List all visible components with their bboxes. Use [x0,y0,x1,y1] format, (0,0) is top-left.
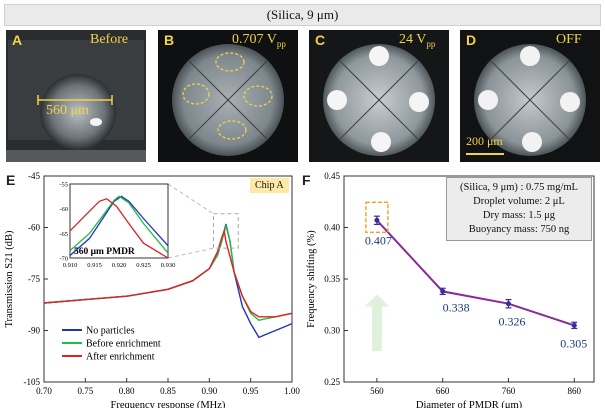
inset-series-line [69,195,169,256]
panel-e-letter: E [6,172,16,188]
panel-f-letter: F [302,172,311,188]
data-point [571,322,577,328]
photo-panel-c: C 24 Vpp [309,30,449,162]
info-line: Buoyancy mass: 750 ng [468,224,570,235]
photo-b-letter: B [164,32,175,48]
zoom-connector [167,183,214,215]
inset-label: 560 μm PMDR [74,247,135,257]
inset-x-tick-label: 0.920 [112,262,127,269]
series-line-after-enrichment [43,228,293,318]
photo-panel-a: A Before 560 μm [6,30,146,162]
zoom-connector [167,247,214,259]
photo-d-caption: OFF [556,32,582,47]
photo-c-caption: 24 Vpp [399,32,436,49]
photo-a-scale-label: 560 μm [46,103,89,118]
inset-y-tick-label: -55 [59,182,68,189]
x-tick-label: 0.70 [36,386,52,396]
y-tick-label: 0.40 [324,223,340,233]
chip-badge: Chip A [250,178,289,193]
y-tick-label: 0.25 [324,377,340,387]
chart-e: 0.70 0.75 0.80 0.85 0.90 0.95 1.00 -45 -60 -75 -90… [4,171,300,408]
data-point [440,288,446,294]
inset-x-tick-label: 0.915 [87,262,102,269]
inset-x-tick-label: 0.930 [161,262,176,269]
trend-line [376,219,575,327]
y-tick-label: -105 [24,377,41,387]
info-line: Droplet volume: 2 μL [473,196,565,207]
zoom-box [212,213,239,249]
inset-series-line [69,198,169,259]
inset-x-tick-label: 0.925 [136,262,151,269]
x-tick-label: 560 [370,386,384,396]
y-tick-label: -75 [28,274,40,284]
x-tick-label: 860 [568,386,582,396]
x-tick-label: 0.75 [77,386,93,396]
y-tick-label: 0.35 [324,274,340,284]
photo-b-caption: 0.707 Vpp [232,32,286,49]
info-line: (Silica, 9 μm) : 0.75 mg/mL [460,182,578,193]
inset-y-tick-label: -70 [59,256,68,263]
highlight-box [365,201,389,233]
data-value-label: 0.338 [443,300,470,314]
figure-header-title: (Silica, 9 μm) [266,7,339,22]
photo-d-image [460,30,600,162]
inset-y-tick-label: -65 [59,231,68,238]
y-axis-label: Transmission S21 (dB) [4,230,15,328]
photo-panel-b: B 0.707 Vpp [158,30,298,162]
y-tick-label: 0.45 [324,171,340,181]
photo-b-image [158,30,298,162]
x-tick-label: 0.90 [201,386,217,396]
y-tick-label: 0.30 [324,326,340,336]
data-point [374,217,380,223]
y-axis-label: Frequency shifting (%) [306,230,317,328]
x-tick-label: 0.85 [160,386,176,396]
legend-label: No particles [86,326,135,337]
data-value-label: 0.407 [365,233,392,247]
photo-d-scale-label: 200 μm [466,134,503,148]
x-tick-label: 660 [436,386,450,396]
data-value-label: 0.305 [560,336,587,350]
photo-c-letter: C [315,32,326,48]
info-line: Dry mass: 1.5 μg [482,210,556,221]
inset-series-line [69,195,169,254]
up-arrow-icon [364,294,389,352]
x-tick-label: 760 [502,386,516,396]
photo-a-image [6,30,146,162]
legend-label: After enrichment [86,352,155,363]
photo-a-letter: A [12,32,23,48]
photo-a-caption: Before [90,32,129,47]
header-bar [4,4,601,26]
x-tick-label: 1.00 [284,386,300,396]
legend-label: Before enrichment [86,339,161,350]
y-tick-label: -90 [28,326,40,336]
photo-d-letter: D [466,32,477,48]
info-box: (Silica, 9 μm) : 0.75 mg/mL Droplet volu… [446,177,592,241]
y-tick-label: -45 [28,171,40,181]
photo-c-image [309,30,449,162]
x-axis-label: Frequency response (MHz) [111,400,226,408]
inset-x-tick-label: 0.910 [63,262,78,269]
x-tick-label: 0.80 [119,386,135,396]
x-axis-label: Diameter of PMDR (μm) [416,400,523,408]
data-value-label: 0.326 [498,315,525,329]
inset-y-tick-label: -60 [59,206,68,213]
x-tick-label: 0.95 [243,386,259,396]
chart-f: 560 660 760 860 0.25 0.30 0.35 0.40 0.45 Diameter… [306,171,595,408]
data-point [505,301,511,307]
y-tick-label: -60 [28,223,40,233]
photo-panel-d: D OFF 200 μm [460,30,600,162]
